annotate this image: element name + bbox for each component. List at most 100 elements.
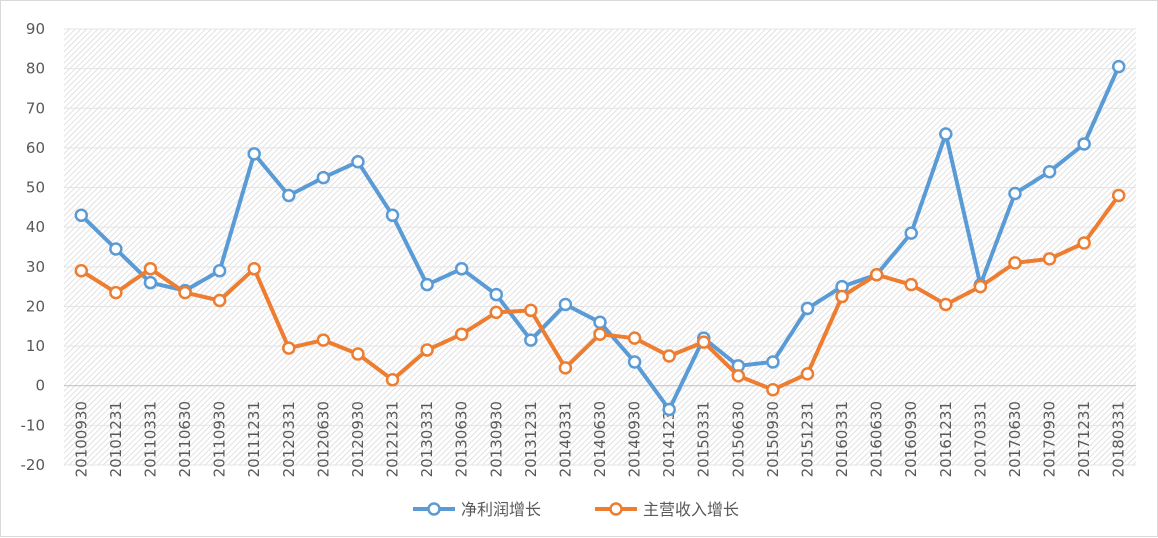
x-tick-label: 20100930 — [72, 401, 90, 477]
data-point — [869, 267, 884, 282]
data-point — [627, 331, 642, 345]
data-point — [766, 355, 780, 369]
y-tick-label: 90 — [26, 20, 45, 38]
y-tick-label: 0 — [35, 377, 45, 395]
x-tick-label: 20111231 — [245, 401, 263, 477]
data-point — [904, 277, 918, 292]
data-point — [74, 208, 89, 223]
data-point — [1111, 59, 1126, 74]
data-point — [489, 287, 504, 302]
y-tick-label: 70 — [26, 99, 45, 117]
data-point — [454, 327, 469, 341]
data-point — [109, 285, 123, 300]
data-point — [351, 347, 365, 361]
data-point — [904, 226, 918, 240]
x-tick-label: 20110331 — [141, 401, 159, 477]
data-point — [696, 335, 711, 349]
data-point — [524, 303, 538, 318]
data-point — [835, 289, 849, 304]
legend-label: 净利润增长 — [461, 500, 541, 519]
x-tick-label: 20150630 — [729, 401, 747, 477]
data-point — [247, 147, 261, 161]
data-point — [662, 402, 676, 417]
data-point — [627, 355, 642, 369]
data-point — [558, 361, 573, 375]
x-tick-label: 20180331 — [1110, 401, 1128, 477]
y-tick-label: 10 — [26, 337, 45, 355]
data-point — [143, 275, 158, 290]
y-tick-label: 40 — [26, 218, 45, 236]
data-point — [212, 293, 227, 308]
data-point — [420, 277, 434, 292]
data-point — [1008, 186, 1022, 201]
data-point — [939, 127, 953, 141]
x-tick-label: 20120630 — [314, 401, 332, 477]
x-tick-label: 20160331 — [833, 401, 851, 477]
y-tick-label: 50 — [26, 179, 45, 197]
x-tick-label: 20140930 — [626, 401, 644, 477]
x-tick-label: 20150930 — [764, 401, 782, 477]
data-point — [489, 305, 504, 320]
data-point — [800, 367, 815, 381]
legend-marker — [427, 502, 441, 516]
x-tick-label: 20160630 — [868, 401, 886, 477]
x-tick-label: 20130630 — [453, 401, 471, 477]
data-point — [282, 188, 296, 203]
x-tick-label: 20171231 — [1075, 401, 1093, 477]
data-point — [558, 297, 573, 312]
data-point — [143, 262, 158, 276]
x-tick-label: 20151231 — [798, 401, 816, 477]
data-point — [939, 297, 953, 312]
data-point — [247, 262, 261, 276]
series-2 — [74, 188, 1126, 397]
legend-item-1: 净利润增长 — [413, 500, 541, 519]
data-point — [316, 170, 331, 185]
legend-item-2: 主营收入增长 — [595, 500, 739, 519]
y-tick-label: 30 — [26, 258, 45, 276]
data-point — [212, 264, 227, 278]
data-point — [1008, 256, 1022, 270]
x-tick-label: 20120331 — [280, 401, 298, 477]
data-point — [351, 155, 365, 169]
data-point — [385, 208, 400, 223]
data-point — [1077, 137, 1091, 151]
y-tick-label: 60 — [26, 139, 45, 157]
data-point — [1111, 188, 1126, 203]
x-tick-label: 20121231 — [384, 401, 402, 477]
y-tick-label: -10 — [21, 416, 46, 434]
x-tick-label: 20140331 — [556, 401, 574, 477]
x-tick-label: 20170331 — [971, 401, 989, 477]
data-point — [662, 349, 676, 363]
data-point — [74, 264, 89, 278]
x-tick-label: 20150331 — [695, 401, 713, 477]
data-point — [178, 285, 192, 300]
x-tick-label: 20161231 — [937, 401, 955, 477]
x-tick-label: 20141231 — [660, 401, 678, 477]
data-point — [454, 262, 469, 276]
data-point — [766, 382, 780, 397]
data-point — [973, 279, 988, 294]
data-point — [524, 333, 538, 347]
data-point — [282, 341, 296, 355]
data-point — [593, 327, 607, 341]
x-tick-label: 20110630 — [176, 401, 194, 477]
data-point — [109, 242, 123, 256]
plot-area — [64, 29, 1136, 465]
data-point — [1042, 252, 1057, 266]
x-tick-label: 20160930 — [902, 401, 920, 477]
data-point — [800, 301, 815, 316]
y-tick-label: 20 — [26, 297, 45, 315]
y-tick-label: -20 — [21, 456, 46, 474]
x-tick-label: 20131231 — [522, 401, 540, 477]
x-tick-label: 20170930 — [1041, 401, 1059, 477]
data-point — [593, 315, 607, 330]
data-point — [385, 373, 400, 387]
x-tick-label: 20101231 — [107, 401, 125, 477]
data-point — [1042, 164, 1057, 179]
legend-marker — [609, 502, 623, 516]
x-tick-label: 20120930 — [349, 401, 367, 477]
data-point — [731, 369, 746, 383]
data-point — [316, 333, 331, 347]
